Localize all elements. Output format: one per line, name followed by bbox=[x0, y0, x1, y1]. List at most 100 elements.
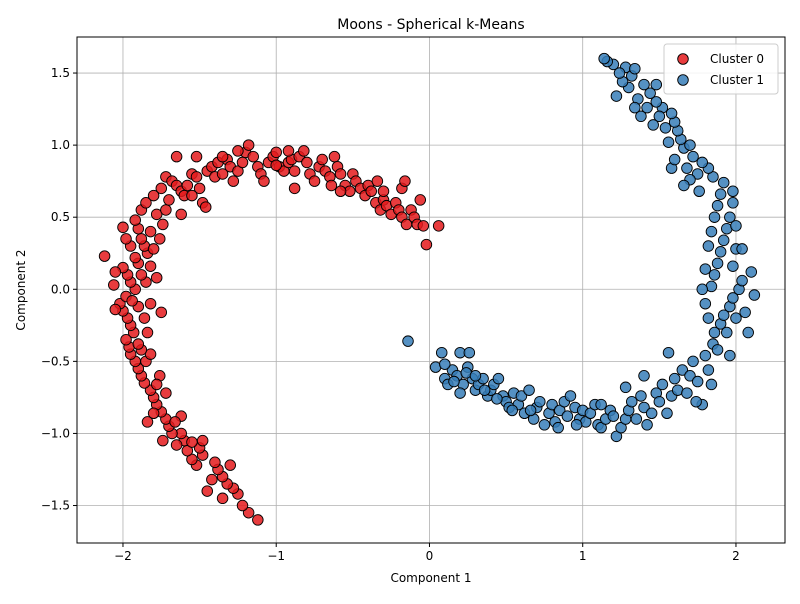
cluster-0-point bbox=[328, 150, 341, 163]
cluster-0-point bbox=[150, 208, 163, 221]
cluster-1-point bbox=[668, 372, 681, 385]
cluster-0-point bbox=[109, 303, 122, 316]
cluster-0-point bbox=[417, 220, 430, 232]
cluster-1-point bbox=[656, 378, 669, 391]
cluster-1-point bbox=[678, 179, 690, 192]
cluster-1-point bbox=[564, 390, 577, 402]
cluster-0-point bbox=[201, 485, 214, 497]
cluster-0-point bbox=[270, 146, 282, 159]
cluster-0-point bbox=[209, 456, 221, 469]
cluster-1-point bbox=[619, 381, 632, 394]
cluster-0-point bbox=[160, 204, 172, 216]
cluster-1-point bbox=[635, 110, 647, 123]
legend-box bbox=[663, 43, 779, 95]
cluster-1-point bbox=[696, 156, 708, 169]
cluster-0-point bbox=[140, 197, 152, 209]
cluster-1-point bbox=[739, 306, 751, 319]
cluster-1-point bbox=[607, 410, 620, 422]
cluster-0-point bbox=[196, 434, 209, 447]
cluster-1-point bbox=[702, 364, 715, 376]
cluster-1-point bbox=[699, 263, 712, 275]
cluster-1-point bbox=[730, 312, 742, 324]
cluster-1-point bbox=[690, 395, 702, 408]
cluster-0-point bbox=[154, 233, 166, 245]
cluster-1-point bbox=[662, 136, 675, 148]
cluster-1-point bbox=[439, 358, 451, 370]
cluster-1-point bbox=[629, 101, 641, 114]
cluster-0-point bbox=[227, 175, 240, 187]
y-tick-label: 1.5 bbox=[51, 66, 70, 80]
cluster-0-point bbox=[308, 175, 321, 187]
cluster-0-point bbox=[170, 150, 183, 163]
cluster-1-point bbox=[546, 398, 558, 411]
cluster-1-point bbox=[610, 90, 623, 102]
cluster-0-point bbox=[147, 189, 160, 202]
cluster-1-point bbox=[613, 67, 626, 79]
cluster-1-point bbox=[684, 139, 696, 151]
x-tick-label: −2 bbox=[114, 549, 132, 563]
cluster-0-point bbox=[252, 514, 264, 526]
cluster-1-point bbox=[742, 326, 754, 339]
cluster-1-point bbox=[402, 335, 414, 347]
cluster-1-point bbox=[705, 225, 718, 238]
axis-ticks: −2 −1 0 1 2 −1.5 −1.0 −0.5 0.0 0.5 1.0 1.5 bbox=[41, 66, 740, 563]
cluster-0-point bbox=[414, 194, 427, 206]
cluster-1-point bbox=[702, 240, 715, 252]
x-tick-label: −1 bbox=[267, 549, 285, 563]
cluster-1-point bbox=[538, 419, 551, 431]
cluster-1-point bbox=[650, 78, 663, 91]
cluster-1-point bbox=[635, 390, 647, 402]
cluster-1-point bbox=[595, 398, 607, 411]
cluster-1-point bbox=[727, 260, 739, 272]
cluster-1-point bbox=[598, 52, 610, 65]
cluster-0-point bbox=[98, 250, 111, 262]
cluster-1-point bbox=[435, 346, 448, 359]
cluster-0-point bbox=[120, 333, 132, 346]
cluster-1-point bbox=[645, 407, 658, 420]
y-tick-label: 0.5 bbox=[51, 210, 70, 224]
cluster-1-point bbox=[524, 404, 537, 417]
cluster-0-point bbox=[135, 269, 148, 281]
cluster-0-point bbox=[365, 185, 377, 198]
cluster-0-point bbox=[109, 266, 122, 278]
cluster-0-point bbox=[147, 243, 160, 255]
cluster-0-point bbox=[138, 312, 151, 324]
cluster-1-point bbox=[681, 162, 693, 174]
cluster-0-point bbox=[236, 499, 249, 512]
cluster-1-point bbox=[448, 375, 460, 388]
cluster-1-point bbox=[696, 283, 708, 296]
cluster-0-point bbox=[141, 416, 154, 428]
cluster-1-point bbox=[668, 153, 681, 166]
cluster-0-point bbox=[258, 175, 270, 187]
cluster-1-point bbox=[711, 257, 724, 270]
cluster-1-point bbox=[717, 309, 730, 321]
cluster-1-point bbox=[506, 404, 518, 417]
cluster-1-point bbox=[478, 384, 491, 396]
y-tick-label: 0.0 bbox=[51, 282, 70, 296]
cluster-0-point bbox=[129, 251, 141, 264]
y-tick-label: −1.5 bbox=[41, 499, 70, 513]
cluster-1-point bbox=[736, 243, 748, 255]
cluster-0-point bbox=[242, 139, 255, 151]
y-tick-label: −1.0 bbox=[41, 426, 70, 440]
x-tick-label: 1 bbox=[579, 549, 587, 563]
cluster-1-point bbox=[638, 78, 650, 91]
cluster-0-point bbox=[216, 492, 229, 505]
cluster-0-point bbox=[193, 182, 206, 195]
cluster-1-point bbox=[647, 119, 659, 131]
cluster-0-point bbox=[199, 201, 212, 213]
cluster-0-point bbox=[126, 295, 138, 307]
cluster-1-point bbox=[736, 274, 748, 287]
cluster-0-point bbox=[181, 179, 194, 192]
cluster-1-point bbox=[491, 393, 503, 405]
cluster-0-point bbox=[247, 150, 259, 163]
legend: Cluster 0 Cluster 1 bbox=[663, 43, 779, 95]
cluster-1-point bbox=[708, 269, 721, 281]
cluster-1-point bbox=[691, 375, 704, 388]
cluster-1-point bbox=[665, 107, 678, 120]
cluster-1-point bbox=[708, 211, 721, 223]
cluster-0-point bbox=[190, 150, 203, 163]
cluster-0-point bbox=[282, 145, 295, 157]
